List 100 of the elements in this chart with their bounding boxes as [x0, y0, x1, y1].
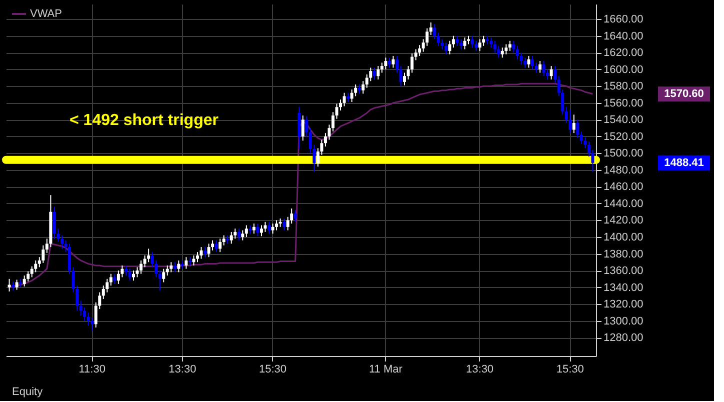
candlestick [34, 260, 38, 273]
candlestick [113, 273, 116, 284]
candlestick [568, 109, 572, 134]
candlestick [256, 223, 260, 237]
candlestick [294, 210, 297, 222]
y-tick-label: 1320.00 [604, 298, 644, 311]
candlestick [173, 262, 176, 273]
candlestick [222, 234, 226, 246]
candlestick [132, 270, 136, 282]
y-tick-label: 1340.00 [604, 282, 644, 294]
candlestick [436, 32, 440, 46]
candlestick [500, 47, 504, 58]
candlestick [342, 92, 346, 107]
y-tick-label: 1640.00 [604, 30, 644, 42]
candlestick [252, 223, 256, 234]
candlestick [331, 112, 334, 132]
candlestick [478, 38, 482, 52]
x-tick-label: 13:30 [466, 364, 494, 376]
legend-label: VWAP [30, 8, 62, 20]
candlestick [147, 248, 150, 263]
candlestick [580, 130, 583, 144]
candlestick [162, 268, 166, 283]
candlestick [459, 38, 462, 50]
ref-line-label: < 1492 short trigger [70, 112, 218, 129]
y-tick-label: 1380.00 [604, 248, 644, 260]
candlestick [448, 40, 452, 55]
candlestick [429, 22, 432, 36]
candlestick [192, 254, 196, 266]
candlestick [204, 246, 207, 258]
candlestick [140, 260, 143, 274]
candlestick [158, 270, 162, 292]
x-tick-label: 11:30 [78, 364, 106, 376]
candlestick [456, 35, 459, 46]
candlestick [470, 35, 474, 48]
candlestick [305, 116, 308, 137]
candlestick [200, 246, 203, 260]
candlestick [237, 228, 240, 241]
candlestick [444, 42, 448, 55]
y-tick-label: 1280.00 [604, 332, 644, 344]
candlestick [12, 280, 15, 292]
y-tick-label: 1500.00 [604, 148, 644, 160]
y-tick-label: 1400.00 [604, 231, 644, 244]
candlestick [554, 66, 557, 84]
candlestick [418, 44, 422, 56]
y-tick-label: 1520.00 [604, 130, 644, 143]
candlestick [346, 92, 350, 103]
candlestick [550, 66, 553, 80]
candlestick [392, 55, 395, 68]
y-tick-label: 1660.00 [604, 14, 644, 26]
y-tick-label: 1300.00 [604, 315, 644, 328]
x-tick-label: 15:30 [259, 364, 287, 376]
candlestick [170, 262, 173, 273]
candlestick [15, 279, 18, 290]
text: 1488.41 [664, 156, 704, 169]
y-tick-label: 1560.00 [604, 97, 644, 110]
candlestick [241, 230, 244, 241]
candlestick [60, 234, 64, 250]
candlestick [214, 240, 218, 253]
candlestick [268, 221, 271, 234]
candlestick [230, 231, 233, 244]
candlestick [282, 218, 286, 231]
candlestick [275, 220, 278, 231]
y-tick-label: 1580.00 [604, 80, 644, 93]
candlestick [493, 40, 496, 54]
candlestick [42, 244, 45, 264]
candlestick [512, 40, 516, 54]
x-tick-label: 13:30 [168, 364, 196, 376]
candlestick [433, 24, 436, 40]
x-tick-label: 15:30 [556, 364, 584, 376]
candlestick [335, 103, 338, 120]
candlestick [196, 252, 199, 263]
candlestick [301, 114, 304, 142]
candlestick [109, 273, 112, 286]
candlestick [264, 221, 267, 232]
candlestick [298, 106, 301, 150]
y-tick-label: 1600.00 [604, 64, 644, 76]
y-tick-label: 1420.00 [604, 214, 644, 227]
candlestick [490, 37, 493, 48]
candlestick [177, 260, 180, 273]
candlestick [362, 80, 365, 94]
candlestick [234, 228, 237, 240]
candlestick [68, 243, 72, 274]
candlestick [260, 224, 263, 237]
candlestick [350, 88, 354, 103]
text: 1570.60 [664, 88, 704, 100]
candlestick [184, 256, 188, 270]
candlestick [388, 57, 391, 68]
y-tick-label: 1460.00 [604, 181, 644, 194]
candlestick [22, 275, 26, 287]
candlestick [271, 223, 274, 234]
candlestick [372, 67, 376, 80]
candlestick [474, 40, 478, 52]
y-tick-label: 1620.00 [604, 47, 644, 60]
candlestick [376, 66, 380, 80]
candlestick [523, 57, 526, 68]
candlestick [166, 264, 169, 276]
candlestick [463, 37, 466, 50]
candlestick [52, 206, 56, 240]
candlestick [538, 60, 542, 74]
candlestick [207, 243, 210, 258]
